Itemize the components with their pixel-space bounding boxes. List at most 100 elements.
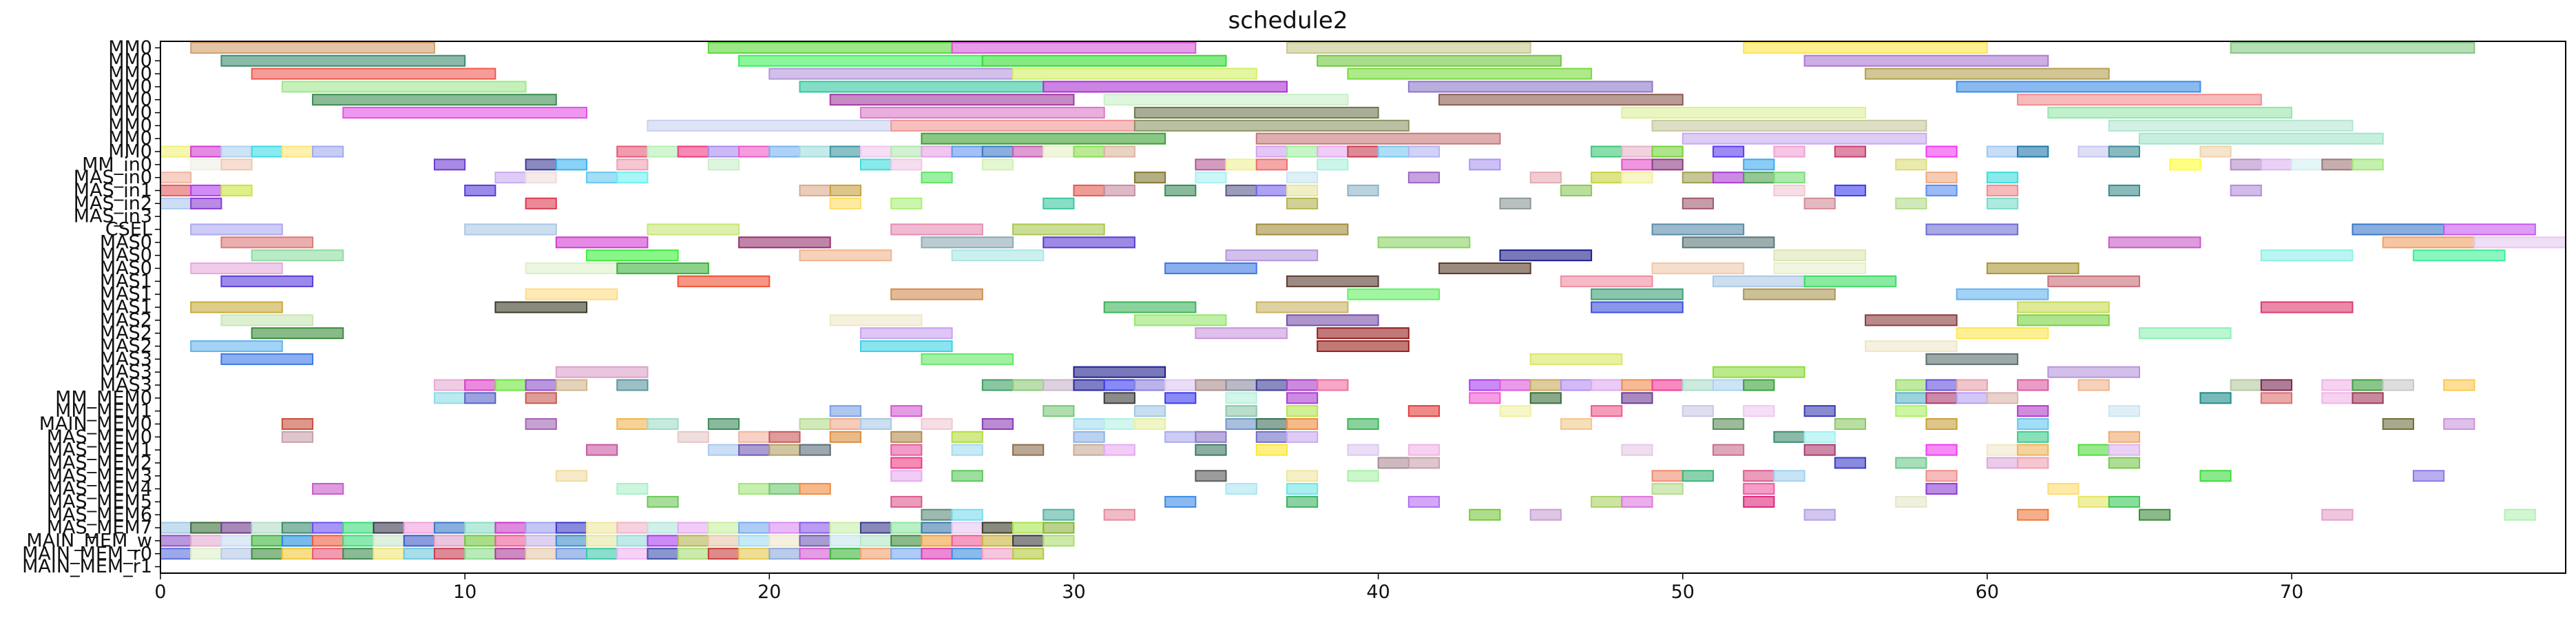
task-bar	[1834, 145, 1867, 158]
task-bar	[281, 145, 314, 158]
task-bar	[799, 81, 1045, 93]
task-bar	[373, 521, 405, 534]
y-tick-label: MAS0	[100, 245, 152, 266]
task-bar	[707, 521, 740, 534]
task-bar	[1865, 68, 2110, 80]
task-bar	[1651, 379, 1684, 391]
task-bar	[890, 197, 923, 209]
task-bar	[2077, 495, 2110, 508]
task-bar	[190, 548, 222, 560]
task-bar	[981, 417, 1014, 430]
task-bar	[616, 158, 649, 171]
task-bar	[1712, 275, 1805, 287]
task-bar	[1925, 353, 2019, 365]
task-bar	[1529, 172, 1562, 184]
task-bar	[1956, 379, 1988, 391]
task-bar	[1469, 158, 1501, 171]
task-bar	[555, 548, 588, 560]
task-bar	[525, 172, 557, 184]
task-bar	[1803, 275, 1897, 287]
task-bar	[2047, 483, 2080, 495]
task-bar	[1317, 54, 1562, 67]
task-bar	[403, 521, 435, 534]
y-tick-label: MM_in0	[82, 154, 152, 175]
task-bar	[677, 145, 709, 158]
task-bar	[2230, 158, 2262, 171]
task-bar	[2443, 417, 2475, 430]
task-bar	[707, 444, 740, 456]
task-bar	[464, 392, 496, 404]
task-bar	[859, 521, 892, 534]
task-bar	[525, 392, 557, 404]
task-bar	[1043, 197, 1075, 209]
task-bar	[1164, 431, 1197, 443]
task-bar	[525, 262, 618, 275]
task-bar	[2504, 508, 2536, 521]
task-bar	[1499, 197, 1531, 209]
task-bar	[890, 158, 923, 171]
task-bar	[190, 340, 283, 353]
task-bar	[1347, 417, 1379, 430]
task-bar	[1986, 457, 2019, 469]
task-bar	[829, 197, 861, 209]
task-bar	[160, 145, 192, 158]
task-bar	[1591, 172, 1623, 184]
task-bar	[160, 197, 192, 209]
task-bar	[555, 366, 649, 378]
x-tick-label: 70	[2280, 581, 2303, 603]
task-bar	[981, 535, 1014, 547]
task-bar	[190, 301, 283, 313]
task-bar	[403, 548, 435, 560]
task-bar	[494, 548, 527, 560]
task-bar	[1255, 185, 1288, 197]
task-bar	[799, 548, 831, 560]
task-bar	[1743, 288, 1836, 300]
task-bar	[1043, 81, 1288, 93]
y-tick-label: MAS3	[100, 374, 152, 395]
task-bar	[1986, 145, 2019, 158]
task-bar	[1073, 379, 1105, 391]
task-bar	[2321, 508, 2354, 521]
y-tick-label: MM0	[108, 63, 152, 85]
task-bar	[890, 535, 923, 547]
task-bar	[1621, 172, 1653, 184]
task-bar	[799, 444, 831, 456]
task-bar	[1986, 172, 2019, 184]
task-bar	[1317, 145, 1349, 158]
task-bar	[707, 145, 740, 158]
task-bar	[1347, 185, 1379, 197]
task-bar	[1803, 405, 1836, 417]
task-bar	[1560, 185, 1593, 197]
task-bar	[1743, 483, 1775, 495]
task-bar	[1195, 172, 1227, 184]
task-bar	[1407, 405, 1441, 417]
task-bar	[1073, 145, 1105, 158]
task-bar	[799, 535, 831, 547]
task-bar	[768, 444, 801, 456]
task-bar	[2473, 236, 2567, 249]
task-bar	[1986, 392, 2019, 404]
task-bar	[1834, 185, 1867, 197]
task-bar	[251, 327, 344, 340]
task-bar	[1255, 158, 1288, 171]
task-bar	[1712, 444, 1745, 456]
task-bar	[1195, 470, 1227, 482]
y-tick-label: MM0	[108, 37, 152, 59]
task-bar	[2382, 417, 2414, 430]
task-bar	[2108, 145, 2140, 158]
task-bar	[1529, 508, 1562, 521]
task-bar	[768, 145, 801, 158]
task-bar	[1133, 405, 1166, 417]
task-bar	[951, 508, 983, 521]
task-bar	[1803, 444, 1836, 456]
task-bar	[890, 548, 923, 560]
y-tick-label: MM0	[108, 102, 152, 123]
task-bar	[951, 41, 1197, 54]
task-bar	[373, 548, 405, 560]
task-bar	[1682, 132, 1927, 145]
task-bar	[1895, 158, 1927, 171]
task-bar	[2017, 94, 2262, 106]
task-bar	[160, 172, 192, 184]
task-bar	[586, 249, 679, 262]
